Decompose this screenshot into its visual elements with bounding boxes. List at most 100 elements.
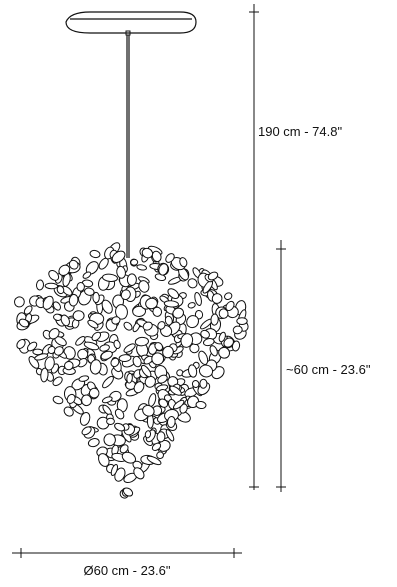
leaf-disc [44, 282, 59, 290]
leaf-disc [162, 345, 174, 359]
leaf-disc [83, 341, 100, 351]
leaf-disc [132, 355, 142, 368]
leaf-disc [158, 263, 169, 276]
leaf-disc [144, 375, 156, 388]
leaf-disc [172, 307, 185, 319]
leaf-disc [53, 346, 64, 356]
leaf-disc [133, 467, 145, 480]
leaf-disc [56, 285, 65, 295]
leaf-disc [140, 364, 152, 378]
leaf-disc [88, 387, 100, 399]
leaf-disc [84, 287, 95, 296]
leaf-disc [77, 348, 89, 360]
leaf-disc [75, 336, 86, 346]
leaf-disc [130, 258, 139, 266]
leaf-disc [187, 364, 198, 378]
leaf-disc [232, 325, 243, 335]
leaf-disc [157, 321, 166, 330]
leaf-disc [123, 321, 133, 331]
leaf-disc [158, 398, 169, 408]
leaf-disc [209, 345, 218, 357]
leaf-disc [81, 426, 92, 436]
leaf-disc [211, 293, 223, 304]
leaf-disc [165, 253, 175, 263]
leaf-disc [141, 247, 154, 259]
leaf-disc [145, 297, 158, 310]
leaf-disc [100, 350, 113, 360]
leaf-disc [225, 300, 235, 312]
leaf-disc [48, 328, 60, 340]
leaf-disc [13, 296, 25, 308]
leaf-disc [169, 385, 182, 396]
leaf-disc [101, 396, 113, 404]
leaf-disc [236, 317, 248, 326]
leaf-disc [154, 342, 164, 351]
leaf-disc [176, 369, 184, 377]
leaf-disc [199, 378, 208, 389]
leaf-disc [16, 339, 26, 349]
body-height-label: ~60 cm - 23.6" [286, 362, 371, 377]
leaf-disc [52, 395, 64, 405]
leaf-disc [32, 348, 44, 356]
leaf-disc [99, 344, 110, 352]
leaf-disc [87, 319, 99, 329]
leaf-disc [40, 367, 49, 383]
leaf-disc [134, 336, 149, 347]
leaf-disc [119, 444, 129, 454]
leaf-disc [207, 271, 219, 281]
body-height-dimension [276, 240, 286, 492]
leaf-disc [68, 293, 79, 307]
leaf-disc [114, 408, 125, 420]
leaf-disc [91, 331, 102, 342]
leaf-disc [165, 429, 175, 442]
leaf-disc [224, 292, 233, 301]
leaf-disc [218, 331, 226, 343]
leaf-disc [114, 422, 126, 432]
leaf-disc [116, 265, 126, 279]
leaf-disc [113, 339, 121, 350]
suspension-cable [125, 30, 131, 258]
leaf-disc [163, 300, 179, 308]
leaf-disc [42, 295, 54, 310]
leaf-disc [72, 310, 85, 322]
leaf-disc [218, 308, 229, 319]
leaf-disc [78, 375, 90, 382]
leaf-disc [126, 273, 137, 286]
leaf-disc [23, 305, 33, 315]
leaf-disc [191, 380, 200, 388]
leaf-disc [138, 280, 150, 293]
leaf-disc [133, 381, 145, 394]
leaf-disc [48, 269, 60, 281]
leaf-disc [89, 249, 101, 259]
leaf-disc [52, 301, 61, 311]
leaf-disc [172, 399, 185, 410]
leaf-disc [198, 350, 209, 365]
leaf-disc [103, 433, 116, 447]
leaf-disc [186, 315, 200, 329]
leaf-disc [18, 318, 30, 328]
leaf-disc [92, 291, 100, 304]
leaf-disc [115, 304, 128, 320]
leaf-disc [223, 337, 234, 348]
leaf-disc [63, 406, 74, 417]
leaf-disc [110, 464, 119, 476]
leaf-disc [157, 374, 168, 384]
leaf-disc [111, 250, 126, 263]
leaf-disc [79, 411, 91, 426]
leaf-disc [166, 416, 176, 428]
diameter-dimension [12, 548, 242, 558]
leaf-disc [110, 357, 120, 368]
leaf-disc [146, 455, 162, 466]
leaf-disc [64, 360, 74, 371]
leaf-disc [89, 359, 102, 375]
leaf-disc [156, 431, 166, 443]
leaf-disc [151, 352, 165, 366]
leaf-disc [198, 364, 214, 378]
leaf-disc [101, 299, 113, 314]
leaf-disc [200, 329, 210, 339]
leaf-disc [98, 453, 110, 467]
leaf-disc [52, 376, 63, 387]
leaf-cluster [13, 242, 249, 499]
leaf-disc [136, 264, 148, 271]
